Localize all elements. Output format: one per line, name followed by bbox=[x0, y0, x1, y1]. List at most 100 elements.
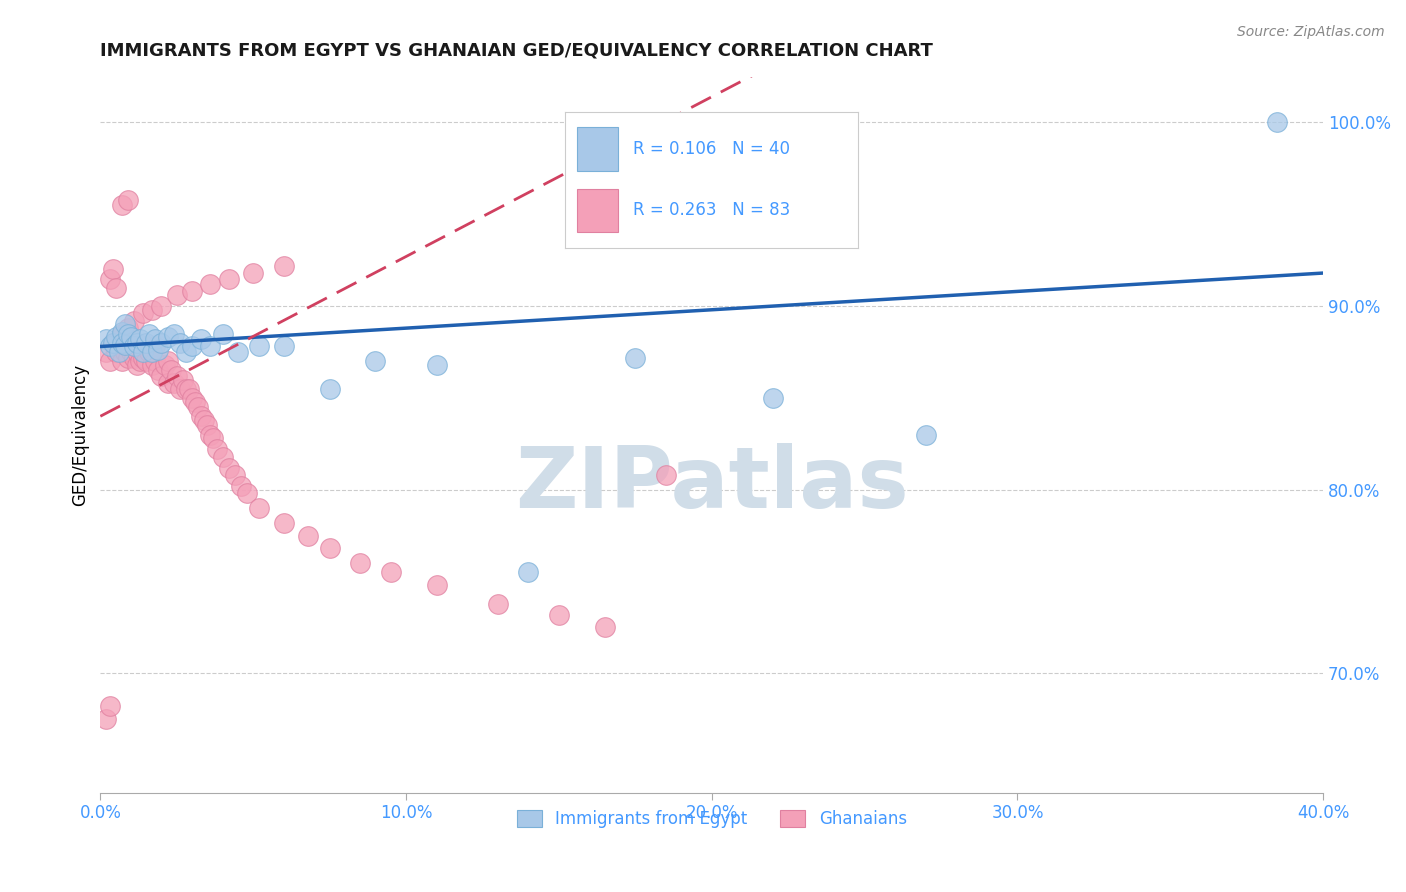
Point bbox=[98, 339, 121, 353]
Point bbox=[273, 339, 295, 353]
Point bbox=[114, 318, 136, 332]
Point bbox=[624, 351, 647, 365]
Point bbox=[202, 431, 225, 445]
Point bbox=[174, 345, 197, 359]
Point bbox=[517, 566, 540, 580]
Point bbox=[200, 339, 222, 353]
Point bbox=[218, 271, 240, 285]
Point bbox=[273, 259, 295, 273]
Point bbox=[148, 343, 170, 358]
Point bbox=[187, 400, 209, 414]
Point bbox=[548, 607, 571, 622]
Point bbox=[159, 363, 181, 377]
Point bbox=[148, 363, 170, 377]
Point bbox=[117, 326, 139, 341]
Point bbox=[96, 345, 118, 359]
Point bbox=[224, 468, 246, 483]
Point bbox=[150, 368, 173, 383]
Point bbox=[98, 354, 121, 368]
Point bbox=[120, 345, 142, 359]
Point bbox=[174, 382, 197, 396]
Point bbox=[145, 354, 167, 368]
Point bbox=[426, 358, 449, 372]
Point bbox=[166, 368, 188, 383]
Point bbox=[114, 335, 136, 350]
Point bbox=[138, 345, 160, 359]
Point bbox=[380, 566, 402, 580]
Point bbox=[114, 345, 136, 359]
Point bbox=[120, 332, 142, 346]
Point bbox=[593, 620, 616, 634]
Point bbox=[98, 271, 121, 285]
Point bbox=[226, 345, 249, 359]
Point bbox=[117, 321, 139, 335]
Point bbox=[96, 332, 118, 346]
Point bbox=[125, 345, 148, 359]
Point bbox=[150, 299, 173, 313]
Point bbox=[107, 332, 129, 346]
Point bbox=[135, 354, 157, 368]
Point bbox=[190, 332, 212, 346]
Point bbox=[655, 468, 678, 483]
Point bbox=[122, 339, 145, 353]
Point bbox=[122, 314, 145, 328]
Point bbox=[114, 337, 136, 351]
Text: IMMIGRANTS FROM EGYPT VS GHANAIAN GED/EQUIVALENCY CORRELATION CHART: IMMIGRANTS FROM EGYPT VS GHANAIAN GED/EQ… bbox=[100, 42, 934, 60]
Point bbox=[132, 345, 155, 359]
Point bbox=[122, 339, 145, 353]
Point bbox=[117, 351, 139, 365]
Point bbox=[914, 427, 936, 442]
Point bbox=[156, 354, 179, 368]
Point bbox=[318, 382, 340, 396]
Point bbox=[129, 354, 152, 368]
Point bbox=[135, 335, 157, 350]
Point bbox=[247, 339, 270, 353]
Point bbox=[138, 326, 160, 341]
Point bbox=[107, 339, 129, 353]
Point bbox=[247, 501, 270, 516]
Point bbox=[205, 442, 228, 457]
Point bbox=[273, 516, 295, 530]
Point bbox=[349, 556, 371, 570]
Point bbox=[104, 330, 127, 344]
Point bbox=[169, 382, 191, 396]
Point bbox=[156, 330, 179, 344]
Point bbox=[111, 326, 134, 341]
Point bbox=[132, 306, 155, 320]
Point bbox=[141, 345, 163, 359]
Point bbox=[122, 351, 145, 365]
Point bbox=[426, 578, 449, 592]
Point bbox=[181, 339, 204, 353]
Point bbox=[145, 339, 167, 353]
Point bbox=[184, 394, 207, 409]
Point bbox=[135, 339, 157, 353]
Point bbox=[181, 391, 204, 405]
Point bbox=[125, 358, 148, 372]
Point bbox=[297, 528, 319, 542]
Point bbox=[169, 335, 191, 350]
Point bbox=[364, 354, 387, 368]
Legend: Immigrants from Egypt, Ghanaians: Immigrants from Egypt, Ghanaians bbox=[510, 803, 914, 834]
Point bbox=[242, 266, 264, 280]
Point bbox=[218, 460, 240, 475]
Point bbox=[117, 193, 139, 207]
Point bbox=[181, 285, 204, 299]
Point bbox=[111, 198, 134, 212]
Point bbox=[166, 288, 188, 302]
Point bbox=[190, 409, 212, 424]
Point bbox=[177, 382, 200, 396]
Point bbox=[486, 597, 509, 611]
Point bbox=[98, 699, 121, 714]
Point bbox=[211, 450, 233, 464]
Point bbox=[132, 345, 155, 359]
Point bbox=[229, 479, 252, 493]
Point bbox=[163, 376, 186, 391]
Point bbox=[172, 372, 194, 386]
Point bbox=[153, 358, 176, 372]
Point bbox=[104, 345, 127, 359]
Point bbox=[96, 712, 118, 726]
Point bbox=[156, 376, 179, 391]
Point bbox=[145, 332, 167, 346]
Point bbox=[132, 351, 155, 365]
Y-axis label: GED/Equivalency: GED/Equivalency bbox=[72, 364, 89, 506]
